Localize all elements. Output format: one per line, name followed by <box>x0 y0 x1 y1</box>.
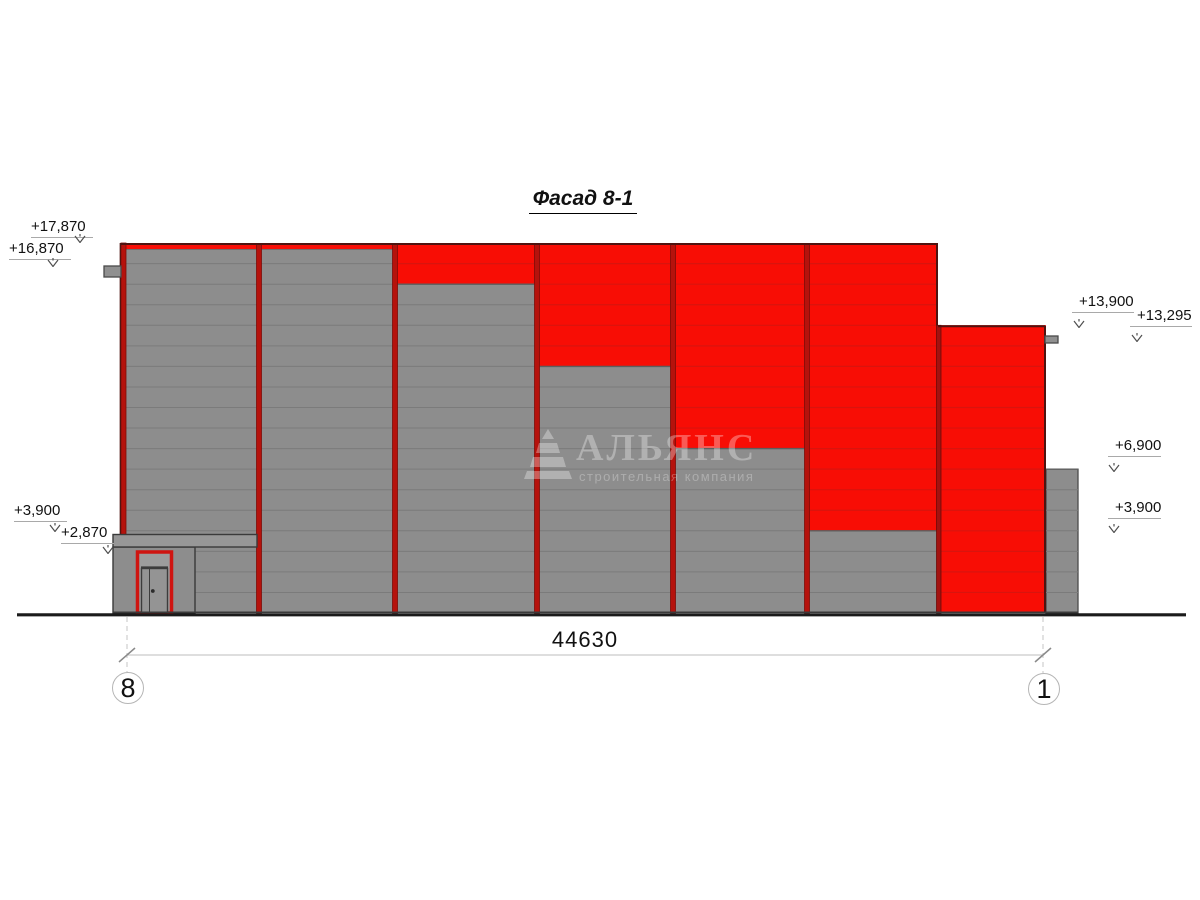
right-parapet-stub <box>1044 335 1059 344</box>
grid-axis-label: 8 <box>120 672 136 703</box>
elevation-arrow-icon <box>1131 333 1143 342</box>
grid-axis-bubble-8: 8 <box>112 672 144 704</box>
elevation-label: +17,870 <box>31 219 93 238</box>
step-top-edges <box>121 249 938 532</box>
elevation-arrow-icon <box>49 523 61 532</box>
elevation-label: +3,900 <box>14 503 68 522</box>
entrance <box>112 533 258 615</box>
elevation-label: +16,870 <box>9 241 71 260</box>
elevation-label: +2,870 <box>61 525 115 544</box>
elevation-label: +13,900 <box>1072 294 1134 313</box>
grid-axis-label: 1 <box>1036 673 1052 704</box>
watermark-pyramid-icon <box>524 429 572 479</box>
door-handle <box>150 589 155 593</box>
parapet-stubs <box>103 265 1059 344</box>
left-edge-mullion <box>120 242 127 536</box>
elevation-label: +6,900 <box>1108 438 1162 457</box>
elevation-arrow-icon <box>47 258 59 267</box>
right-gray-wing <box>1045 468 1079 614</box>
watermark-company-name: АЛЬЯНС <box>576 427 758 469</box>
elevation-arrow-icon <box>102 545 114 554</box>
grid-axis-bubble-1: 1 <box>1028 673 1060 705</box>
dimension-tick-left <box>118 647 136 663</box>
building-outline <box>119 243 1046 613</box>
door-leaf <box>140 567 169 614</box>
elevation-arrow-icon <box>1073 319 1085 328</box>
red-mullions <box>120 242 942 614</box>
dimension-value: 44630 <box>551 627 619 652</box>
dimension-tick-right <box>1034 647 1052 663</box>
dimension-and-grid <box>118 617 1052 673</box>
elevation-arrow-icon <box>1108 524 1120 533</box>
entrance-canopy <box>112 533 258 548</box>
watermark-company-subtitle: строительная компания <box>579 469 755 484</box>
drawing-title: Фасад 8-1 <box>480 187 686 214</box>
elevation-label: +13,295 <box>1130 308 1192 327</box>
elevation-arrow-icon <box>1108 463 1120 472</box>
drawing-title-text: Фасад 8-1 <box>528 187 638 214</box>
elevation-label: +3,900 <box>1108 500 1162 519</box>
left-parapet-stub <box>103 265 122 278</box>
elevation-arrow-icon <box>74 234 86 243</box>
